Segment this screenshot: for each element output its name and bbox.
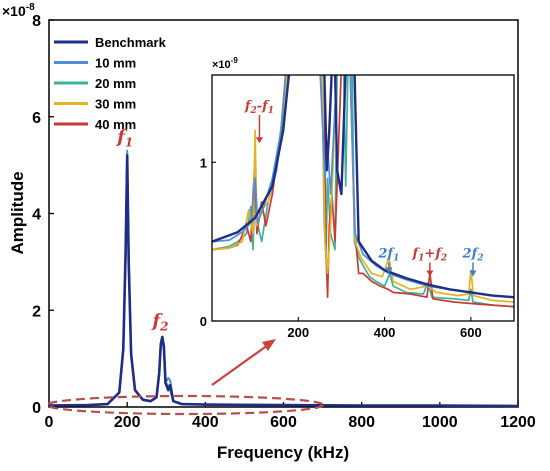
legend: Benchmark 10 mm 20 mm 30 mm 40 mm (54, 35, 167, 132)
zoom-arrow-head (262, 339, 276, 351)
main-series (48, 149, 519, 408)
series-line-benchmark (48, 154, 519, 408)
y-tick-label: 0 (32, 400, 41, 417)
inset-series-line-10-mm (212, 75, 514, 299)
legend-label: 10 mm (95, 56, 136, 71)
x-tick-label: 1000 (422, 414, 458, 431)
main-multiplier: ×10-8 (2, 2, 35, 19)
x-tick-label: 400 (192, 414, 219, 431)
legend-label: 40 mm (95, 117, 136, 132)
inset-annotation: 2f2 (462, 247, 484, 277)
inset-annotation-arrowhead (426, 270, 434, 277)
peak-label-f2: f2 (150, 310, 168, 333)
y-axis-title: Amplitude (8, 171, 27, 254)
inset-y-tick-label: 0 (200, 314, 207, 329)
inset-background (212, 75, 514, 321)
x-axis-title: Frequency (kHz) (217, 443, 349, 462)
zoom-arrow-line (211, 344, 269, 386)
x-tick-label: 1200 (500, 414, 536, 431)
x-tick-label: 200 (114, 414, 141, 431)
y-tick-label: 6 (32, 110, 41, 127)
legend-label: 20 mm (95, 76, 136, 91)
inset-annotations: f2-f1 2f1 f1+f2 2f2 (244, 99, 484, 277)
inset-annotation-arrowhead (255, 137, 263, 144)
inset-annotation-label: f1+f2 (412, 247, 448, 264)
inset-series (212, 75, 514, 308)
x-tick-label: 600 (270, 414, 297, 431)
y-tick-label: 8 (32, 13, 41, 30)
inset-x-tick-label: 600 (460, 325, 482, 340)
inset-ticks: 200 400 600 0 1 (200, 155, 482, 340)
inset-frame (211, 74, 515, 322)
inset-y-tick-label: 1 (200, 155, 207, 170)
inset-annotation-label: 2f1 (377, 247, 399, 264)
inset-annotation: f2-f1 (244, 99, 274, 144)
inset-multiplier: ×10-9 (212, 56, 238, 71)
legend-label: 30 mm (95, 97, 136, 112)
inset-annotation-label: 2f2 (462, 247, 484, 264)
x-tick-label: 800 (348, 414, 375, 431)
inset-x-tick-label: 400 (374, 325, 396, 340)
inset-annotation-arrowhead (385, 267, 393, 274)
inset-annotation: f1+f2 (412, 247, 448, 277)
zoom-region-ellipse (45, 394, 325, 416)
inset-annotation-label: f2-f1 (244, 99, 274, 116)
y-tick-label: 2 (32, 303, 41, 320)
y-tick-label: 4 (32, 207, 41, 224)
inset-annotation: 2f1 (377, 247, 399, 274)
main-annotations: f1 f2 (115, 127, 168, 334)
inset-series-line-30-mm (212, 75, 514, 303)
legend-label: Benchmark (95, 35, 167, 50)
peak-label-f1: f1 (115, 127, 133, 150)
inset-annotation-arrowhead (469, 270, 477, 277)
inset-chart: 200 400 600 0 1 ×10-9 f2-f1 2f1 f1+f2 2f2 (200, 56, 515, 340)
inset-x-tick-label: 200 (287, 325, 309, 340)
x-tick-label: 0 (45, 414, 54, 431)
inset-series-line-benchmark (212, 75, 514, 299)
